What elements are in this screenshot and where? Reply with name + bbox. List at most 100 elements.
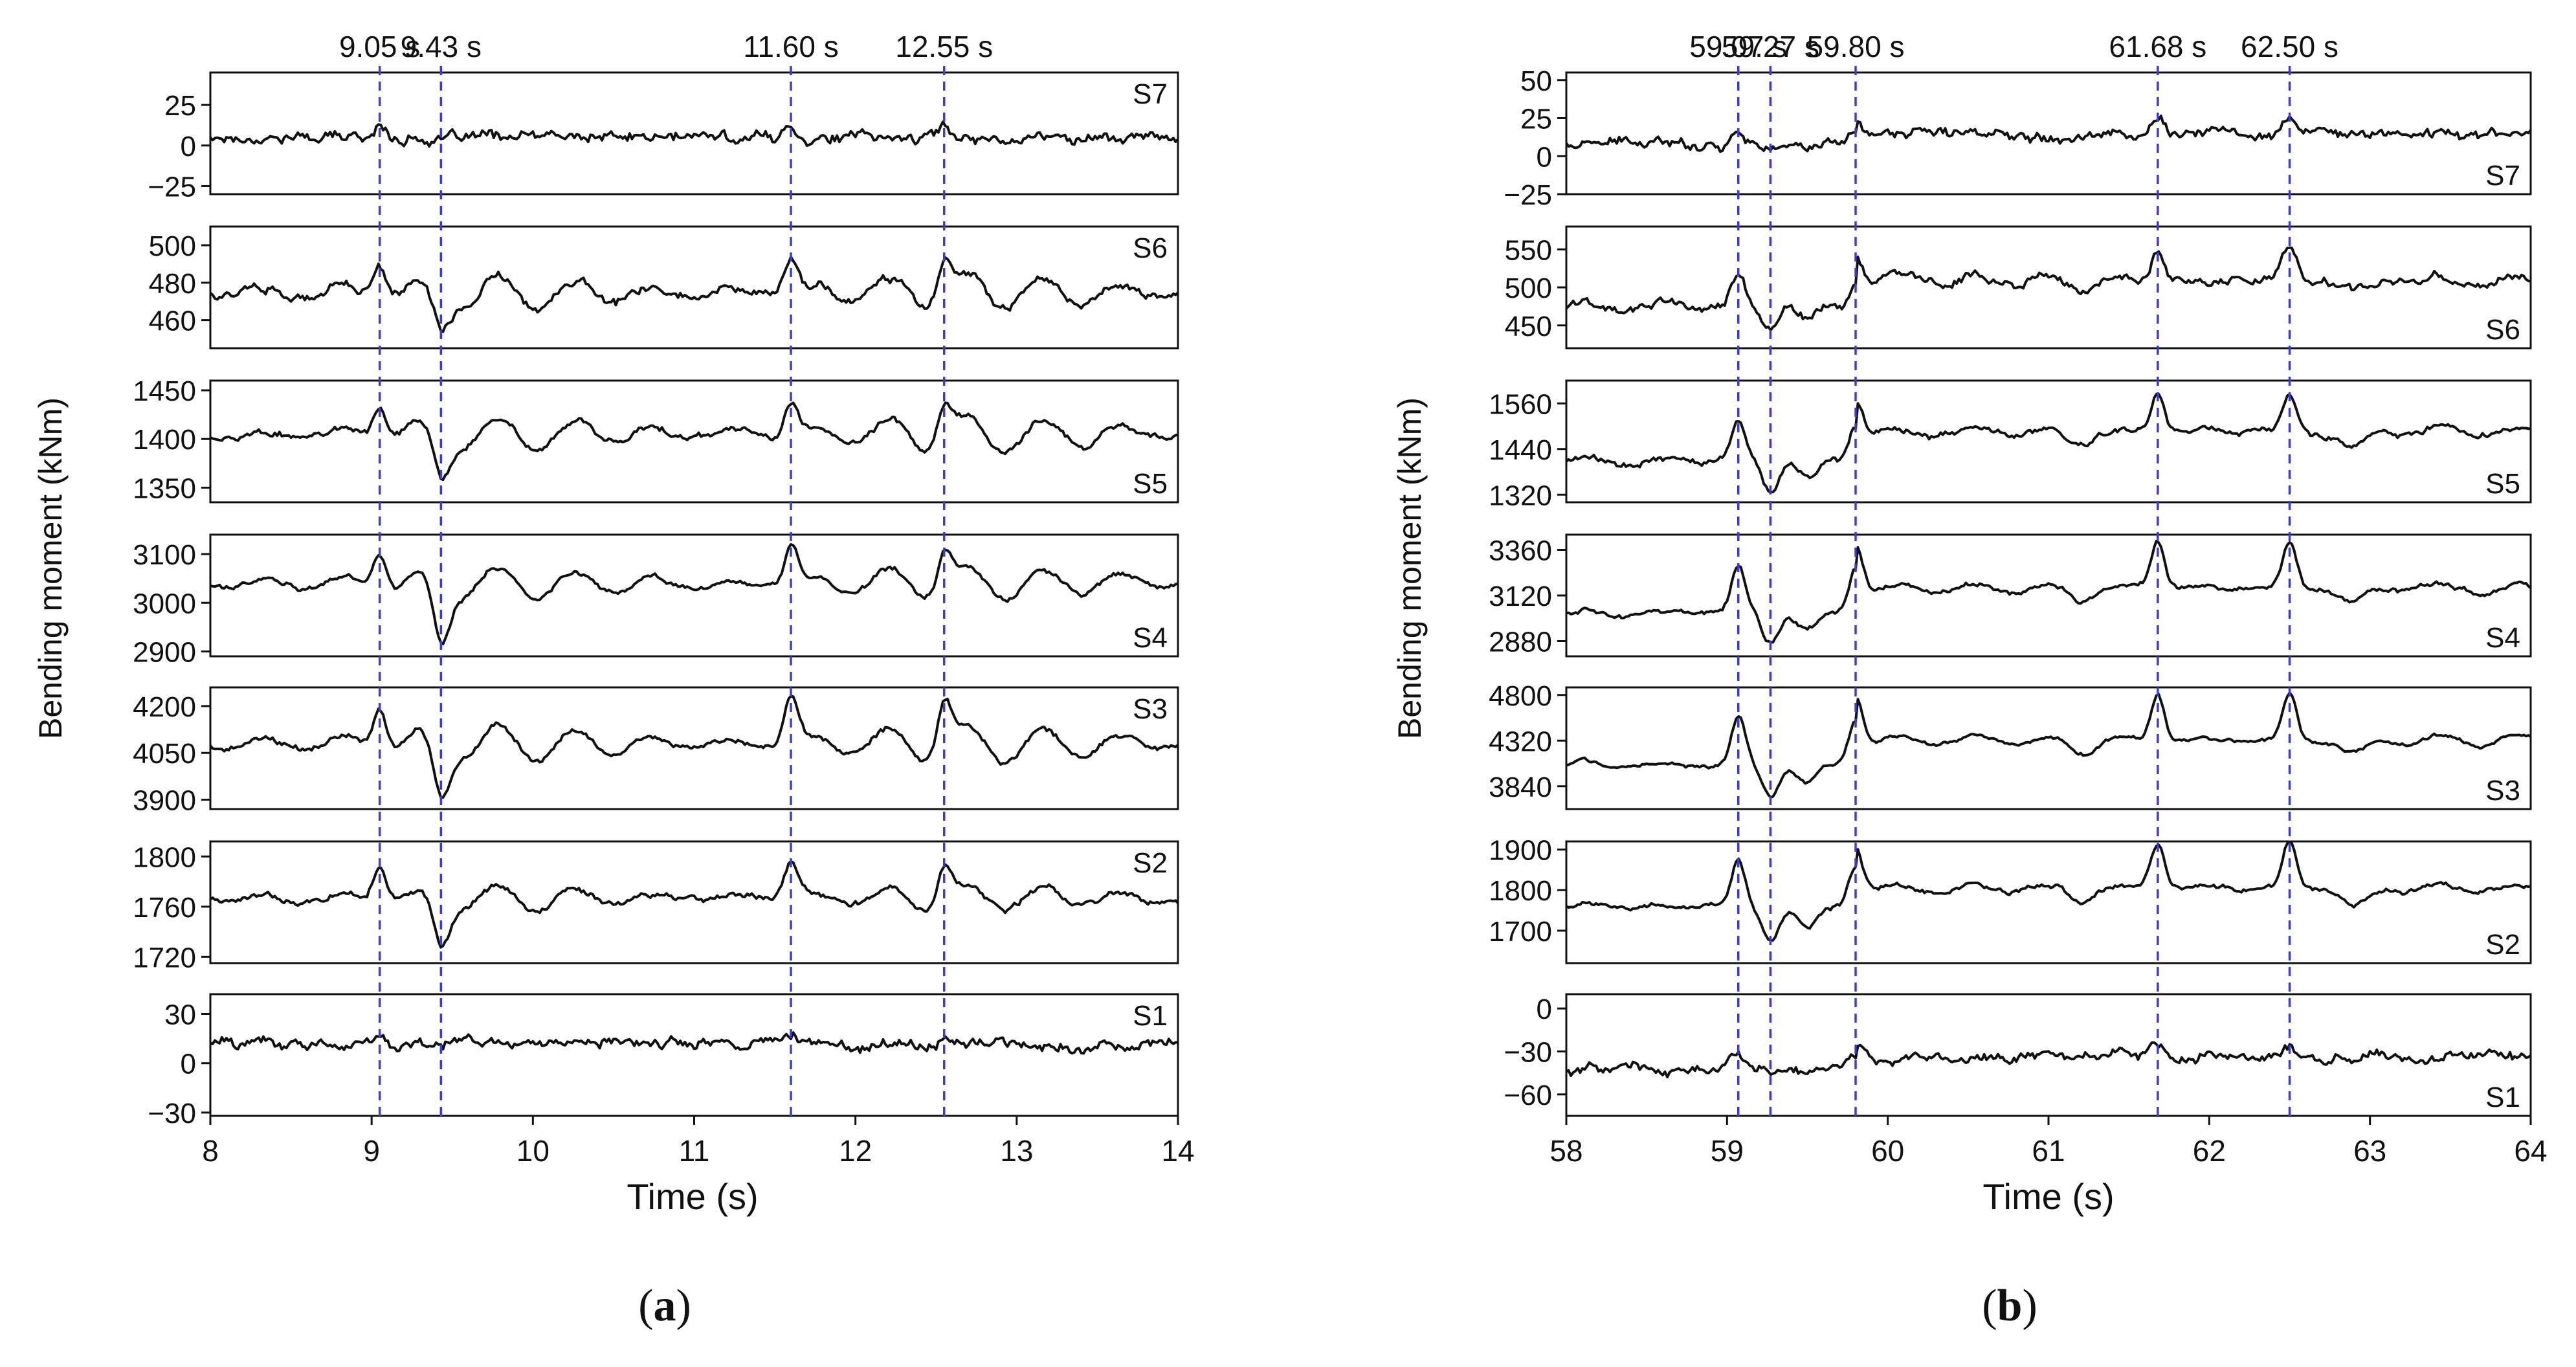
y-tick-label: 1440 bbox=[1489, 434, 1552, 466]
series-line-s2 bbox=[210, 860, 1178, 949]
strip-s2: 1700 1800 1900 S2 bbox=[1489, 835, 2532, 964]
series-line-s6 bbox=[210, 255, 1178, 333]
series-line-s5 bbox=[210, 401, 1178, 482]
panel-b-caption: (b) bbox=[1982, 1281, 2037, 1331]
series-line-s4 bbox=[210, 543, 1178, 645]
series-line-s2 bbox=[1566, 841, 2531, 942]
strip-frame bbox=[209, 225, 1179, 350]
panel-a-x-axis-label: Time (s) bbox=[627, 1176, 758, 1217]
y-tick-label: −25 bbox=[148, 171, 196, 203]
strip-frame bbox=[209, 686, 1179, 810]
y-tick-label: 50 bbox=[1520, 65, 1552, 97]
event-label: 9.43 s bbox=[401, 30, 482, 63]
strip-s2: 1720 1760 1800 S2 bbox=[133, 840, 1179, 973]
y-tick-label: 2880 bbox=[1489, 627, 1552, 658]
x-tick-label: 62 bbox=[2193, 1134, 2226, 1168]
series-label-s5: S5 bbox=[1133, 468, 1168, 500]
series-line-s6 bbox=[1566, 246, 2531, 332]
strip-s4: 2880 3120 3360 S4 bbox=[1489, 533, 2532, 658]
y-tick-label: 460 bbox=[149, 306, 196, 337]
y-tick-label: 1320 bbox=[1489, 480, 1552, 511]
event-label: 59.27 s bbox=[1722, 30, 1819, 63]
y-tick-label: 3900 bbox=[133, 785, 196, 817]
y-tick-label: 3120 bbox=[1489, 581, 1552, 612]
series-line-s5 bbox=[1566, 392, 2531, 494]
y-tick-label: 1720 bbox=[133, 942, 196, 973]
y-tick-label: 1400 bbox=[133, 424, 196, 456]
strip-s6: 460 480 500 S6 bbox=[149, 225, 1179, 350]
panel-b-y-axis-label: Bending moment (kNm) bbox=[1392, 397, 1428, 739]
y-tick-label: 0 bbox=[1537, 141, 1552, 173]
panel-a-y-axis-label: Bending moment (kNm) bbox=[32, 397, 69, 739]
series-line-s3 bbox=[1566, 691, 2531, 799]
y-tick-label: 3360 bbox=[1489, 535, 1552, 567]
series-line-s1 bbox=[1566, 1041, 2531, 1078]
series-label-s3: S3 bbox=[2485, 775, 2520, 806]
y-tick-label: 0 bbox=[181, 131, 196, 162]
panel-a-x-axis: 8 9 10 11 12 13 14 bbox=[202, 1134, 1194, 1168]
panel-b: −25 0 25 50 S7 450 500 550 S6 1320 1440 1560 S5 2880 3… bbox=[1392, 30, 2548, 1331]
y-tick-label: 1560 bbox=[1489, 388, 1552, 420]
y-tick-label: 500 bbox=[1505, 272, 1552, 304]
y-tick-label: −30 bbox=[1504, 1036, 1552, 1068]
series-label-s6: S6 bbox=[2485, 314, 2520, 346]
series-label-s2: S2 bbox=[1133, 847, 1168, 879]
y-tick-label: 3000 bbox=[133, 588, 196, 619]
x-tick-label: 10 bbox=[516, 1134, 550, 1168]
x-tick-label: 14 bbox=[1161, 1134, 1194, 1168]
y-tick-label: 480 bbox=[149, 268, 196, 300]
strip-frame bbox=[209, 379, 1179, 504]
y-tick-label: 1700 bbox=[1489, 916, 1552, 948]
strip-s7: −25 0 25 S7 bbox=[148, 71, 1179, 203]
series-label-s6: S6 bbox=[1133, 232, 1168, 264]
series-label-s4: S4 bbox=[2485, 622, 2520, 654]
y-tick-label: 30 bbox=[164, 999, 196, 1030]
x-tick-label: 11 bbox=[679, 1134, 710, 1168]
strip-frame bbox=[209, 840, 1179, 964]
strip-s6: 450 500 550 S6 bbox=[1505, 225, 2532, 350]
y-tick-label: 450 bbox=[1505, 311, 1552, 342]
series-label-s3: S3 bbox=[1133, 693, 1168, 725]
strip-frame bbox=[209, 71, 1179, 195]
y-tick-label: 1800 bbox=[133, 841, 196, 873]
x-tick-label: 13 bbox=[1000, 1134, 1033, 1168]
strip-frame bbox=[209, 533, 1179, 658]
x-tick-label: 59 bbox=[1711, 1134, 1744, 1168]
y-tick-label: 0 bbox=[1537, 994, 1552, 1025]
strip-s4: 2900 3000 3100 S4 bbox=[133, 533, 1179, 668]
strip-s3: 3900 4050 4200 S3 bbox=[133, 686, 1179, 817]
y-tick-label: 1760 bbox=[133, 892, 196, 924]
y-tick-label: 4200 bbox=[133, 691, 196, 723]
event-label: 61.68 s bbox=[2109, 30, 2206, 63]
series-label-s7: S7 bbox=[1133, 78, 1168, 110]
series-label-s4: S4 bbox=[1133, 622, 1168, 654]
y-tick-label: −25 bbox=[1504, 179, 1552, 211]
panel-a-event-lines: 9.05 s9.43 s 11.60 s 12.55 s bbox=[339, 30, 993, 1116]
series-line-s3 bbox=[210, 695, 1178, 799]
strip-s1: −30 0 30 S1 bbox=[148, 993, 1179, 1129]
series-line-s1 bbox=[210, 1031, 1178, 1055]
series-label-s2: S2 bbox=[2485, 929, 2520, 961]
x-tick-label: 64 bbox=[2514, 1134, 2547, 1168]
y-tick-label: 1450 bbox=[133, 375, 196, 407]
y-tick-label: 500 bbox=[149, 230, 196, 262]
strip-s5: 1320 1440 1560 S5 bbox=[1489, 379, 2532, 511]
series-label-s5: S5 bbox=[2485, 468, 2520, 500]
event-label: 62.50 s bbox=[2241, 30, 2338, 63]
x-tick-label: 58 bbox=[1549, 1134, 1582, 1168]
y-tick-label: −30 bbox=[148, 1098, 196, 1129]
panel-b-event-lines: 59.07 s59.27 s59.80 s 61.68 s 62.50 s bbox=[1689, 30, 2338, 1116]
strip-s7: −25 0 25 50 S7 bbox=[1504, 65, 2532, 211]
series-line-s7 bbox=[1566, 115, 2531, 153]
y-tick-label: 1350 bbox=[133, 472, 196, 504]
series-label-s7: S7 bbox=[2485, 160, 2520, 192]
strip-s3: 3840 4320 4800 S3 bbox=[1489, 680, 2532, 810]
x-tick-label: 60 bbox=[1871, 1134, 1904, 1168]
x-tick-label: 12 bbox=[839, 1134, 872, 1168]
strip-frame bbox=[1565, 686, 2532, 810]
x-tick-label: 9 bbox=[363, 1134, 380, 1168]
event-label: 59.80 s bbox=[1807, 30, 1905, 63]
